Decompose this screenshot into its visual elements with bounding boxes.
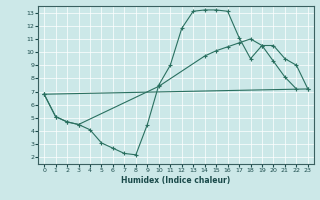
X-axis label: Humidex (Indice chaleur): Humidex (Indice chaleur)	[121, 176, 231, 185]
